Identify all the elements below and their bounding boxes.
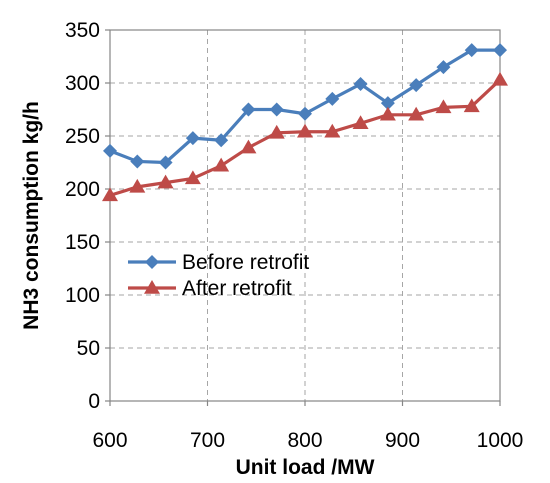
data-point-diamond — [325, 91, 340, 106]
x-tick-label: 800 — [287, 429, 322, 452]
data-point-triangle — [129, 178, 146, 193]
gridlines — [110, 30, 500, 401]
data-point-diamond — [241, 102, 256, 117]
y-tick-label: 100 — [65, 284, 100, 307]
data-point-triangle — [144, 280, 160, 294]
x-tick-label: 600 — [92, 429, 127, 452]
series-2 — [102, 71, 508, 202]
data-point-diamond — [103, 143, 117, 158]
data-point-triangle — [324, 123, 341, 138]
data-point-triangle — [184, 170, 201, 185]
x-tick-label: 900 — [385, 429, 420, 452]
x-axis-ticks: 600 700 800 900 1000 — [92, 401, 523, 452]
y-tick-label: 0 — [88, 390, 100, 413]
y-tick-label: 200 — [65, 178, 100, 201]
data-point-diamond — [298, 106, 312, 121]
data-point-diamond — [158, 155, 173, 170]
data-point-triangle — [240, 139, 257, 154]
series-1 — [103, 43, 507, 170]
y-axis-ticks: 0 50 100 150 200 250 300 350 — [65, 19, 110, 413]
data-point-diamond — [130, 154, 145, 169]
data-point-diamond — [145, 255, 159, 269]
data-point-diamond — [214, 133, 229, 148]
x-axis-title: Unit load /MW — [236, 456, 375, 479]
legend-label: Before retrofit — [182, 251, 309, 274]
data-point-triangle — [157, 174, 174, 189]
data-point-triangle — [408, 106, 425, 121]
x-tick-label: 700 — [190, 429, 225, 452]
data-point-diamond — [353, 77, 368, 92]
legend-label: After retrofit — [182, 277, 292, 300]
y-axis-title: NH3 consumption kg/h — [20, 101, 43, 330]
data-point-triangle — [268, 124, 285, 139]
y-tick-label: 350 — [65, 19, 100, 42]
data-point-diamond — [380, 96, 395, 111]
data-point-triangle — [492, 71, 508, 86]
data-point-diamond — [409, 78, 424, 93]
data-point-triangle — [297, 123, 313, 138]
data-point-triangle — [463, 98, 480, 113]
series-layer — [102, 43, 508, 202]
y-tick-label: 250 — [65, 125, 100, 148]
legend-entry-1: Before retrofit — [128, 251, 309, 274]
data-point-triangle — [213, 157, 230, 172]
y-tick-label: 300 — [65, 72, 100, 95]
data-point-diamond — [185, 131, 200, 146]
data-point-diamond — [269, 102, 284, 117]
legend: Before retrofit After retrofit — [128, 251, 309, 300]
data-point-diamond — [493, 43, 507, 58]
y-tick-label: 150 — [65, 231, 100, 254]
data-point-triangle — [379, 106, 396, 121]
legend-entry-2: After retrofit — [128, 277, 292, 300]
y-tick-label: 50 — [77, 337, 100, 360]
data-point-triangle — [352, 115, 369, 130]
data-point-diamond — [436, 60, 451, 75]
x-tick-label: 1000 — [477, 429, 524, 452]
data-point-diamond — [464, 43, 479, 58]
data-point-triangle — [435, 99, 452, 114]
data-point-triangle — [102, 187, 118, 202]
